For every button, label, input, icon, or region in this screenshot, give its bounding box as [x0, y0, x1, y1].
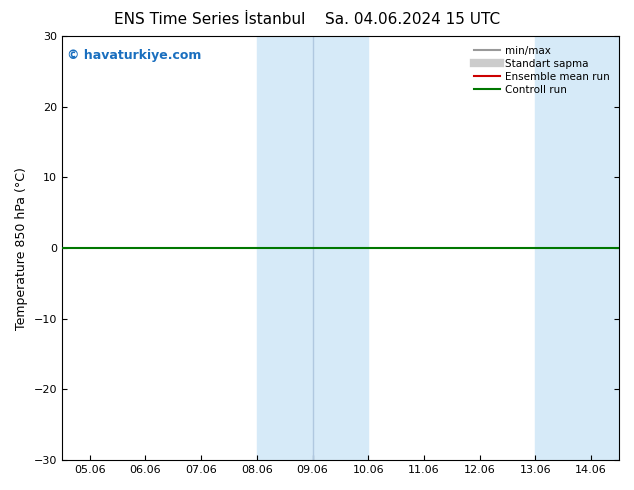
Text: ENS Time Series İstanbul: ENS Time Series İstanbul — [113, 12, 305, 27]
Text: © havaturkiye.com: © havaturkiye.com — [67, 49, 202, 62]
Bar — [536, 36, 619, 460]
Y-axis label: Temperature 850 hPa (°C): Temperature 850 hPa (°C) — [15, 167, 28, 330]
Text: Sa. 04.06.2024 15 UTC: Sa. 04.06.2024 15 UTC — [325, 12, 500, 27]
Bar — [257, 36, 368, 460]
Legend: min/max, Standart sapma, Ensemble mean run, Controll run: min/max, Standart sapma, Ensemble mean r… — [469, 41, 614, 99]
